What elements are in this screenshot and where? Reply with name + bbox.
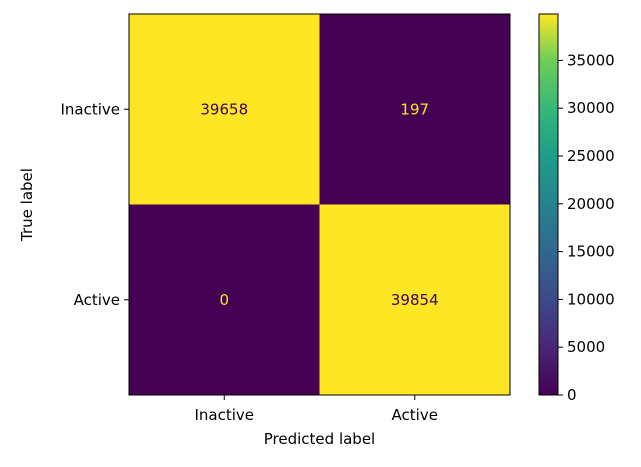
colorbar-tick-label: 5000 — [567, 338, 605, 356]
matrix-cell — [129, 14, 320, 205]
plot-frame — [128, 13, 511, 396]
matrix-cell — [319, 14, 510, 205]
matrix-cell — [129, 204, 320, 395]
x-tick-label: Active — [392, 406, 438, 424]
cell-value-label: 197 — [400, 100, 429, 118]
colorbar-tick-label: 10000 — [567, 290, 615, 308]
x-tick-label: Inactive — [194, 406, 254, 424]
colorbar-tick-label: 30000 — [567, 99, 615, 117]
cell-value-label: 0 — [219, 291, 229, 309]
cell-value-label: 39658 — [200, 100, 248, 118]
colorbar-tick-label: 0 — [567, 386, 577, 404]
y-axis-label: True label — [18, 168, 36, 242]
matrix-cell — [319, 204, 510, 395]
x-axis-label: Predicted label — [264, 430, 375, 448]
y-tick-label: Inactive — [60, 100, 120, 118]
matrix-cells: 39658 197 0 39854 — [129, 14, 510, 395]
x-axis-ticks: Inactive Active — [194, 395, 438, 424]
y-tick-label: Active — [74, 291, 120, 309]
colorbar — [538, 13, 559, 396]
y-axis-ticks: Inactive Active — [60, 100, 129, 309]
colorbar-tick-label: 15000 — [567, 243, 615, 261]
cell-value-label: 39854 — [391, 291, 439, 309]
colorbar-tick-label: 20000 — [567, 195, 615, 213]
colorbar-tick-label: 35000 — [567, 51, 615, 69]
colorbar-ticks: 0 5000 10000 15000 20000 25000 30000 35000 — [558, 51, 615, 404]
colorbar-tick-label: 25000 — [567, 147, 615, 165]
